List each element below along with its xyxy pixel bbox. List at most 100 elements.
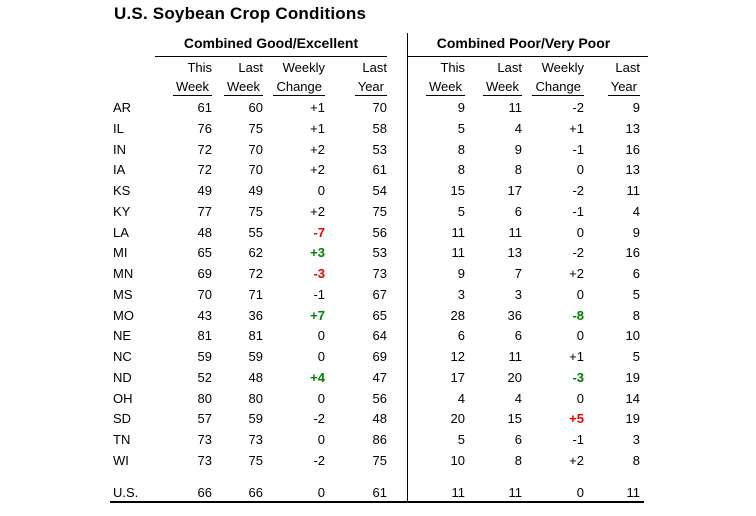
ge-weekly-change: +7	[310, 307, 325, 323]
ge-last-year: 67	[372, 286, 387, 302]
pv-this-week: 11	[451, 484, 466, 500]
good-excellent-header-rule	[155, 56, 387, 57]
ge-last-week: 73	[248, 432, 263, 447]
ge-this-week: 61	[197, 100, 212, 115]
pv-last-year: 5	[632, 286, 640, 302]
row-state-label: U.S.	[113, 484, 139, 500]
ge-last-year: 61	[372, 162, 387, 178]
column-gap	[387, 484, 407, 502]
ge-last-week: 60	[248, 100, 263, 115]
row-state-label: WI	[113, 452, 129, 468]
pv-this-week: 28	[450, 307, 465, 323]
row-state-label: SD	[113, 411, 132, 427]
pv-header-last2: Last	[615, 60, 640, 75]
ge-last-year: 86	[372, 432, 387, 447]
pv-last-year: 3	[632, 432, 640, 447]
pv-this-week: 17	[450, 369, 465, 385]
column-header-row-2: Week Week Change Year Week Week Change Y…	[110, 78, 648, 98]
pv-weekly-change: -1	[572, 141, 584, 157]
ge-weekly-change: +1	[310, 100, 325, 115]
ge-this-week: 59	[197, 349, 212, 364]
row-state-label: MI	[113, 245, 128, 261]
column-gap	[387, 430, 407, 451]
section-title-row: Combined Good/Excellent Combined Poor/Ve…	[110, 33, 648, 57]
ge-last-week: 49	[248, 183, 263, 198]
column-gap	[387, 285, 407, 306]
pv-this-week: 9	[457, 100, 465, 115]
pv-weekly-change: -1	[572, 432, 584, 447]
pv-weekly-change: 0	[576, 224, 584, 240]
pv-last-year: 9	[632, 224, 640, 240]
column-header-row-1: This Last Weekly Last This Last Weekly L…	[110, 57, 648, 78]
pv-last-year: 9	[632, 100, 640, 115]
pv-this-week: 5	[457, 203, 465, 219]
pv-last-week: 3	[514, 286, 522, 302]
ge-weekly-change: -1	[313, 286, 325, 302]
ge-header-last: Last	[238, 60, 263, 75]
pv-this-week: 8	[457, 141, 465, 157]
table-row: KY 77 75 +2 75 5 6 -1 4	[110, 202, 648, 223]
ge-last-year: 73	[372, 266, 387, 281]
row-state-label: AR	[113, 100, 132, 115]
crop-conditions-table: Combined Good/Excellent Combined Poor/Ve…	[110, 33, 648, 505]
table-row: IA 72 70 +2 61 8 8 0 13	[110, 160, 648, 181]
section-title-poor-very-poor: Combined Poor/Very Poor	[436, 35, 611, 51]
ge-header-change: Change	[273, 78, 325, 96]
column-gap	[387, 243, 407, 264]
table-row: MS 70 71 -1 67 3 3 0 5	[110, 285, 648, 306]
table-row: KS 49 49 0 54 15 17 -2 11	[110, 181, 648, 202]
ge-this-week: 77	[197, 203, 212, 219]
ge-last-year: 70	[372, 100, 387, 115]
pv-last-week: 8	[514, 162, 522, 178]
ge-this-week: 73	[197, 432, 212, 447]
ge-this-week: 72	[197, 141, 212, 157]
pv-header-week2: Week	[483, 78, 522, 96]
pv-this-week: 5	[457, 120, 465, 136]
pv-last-week: 4	[514, 120, 522, 136]
pv-last-year: 5	[632, 349, 640, 364]
table-row: MO 43 36 +7 65 28 36 -8 8	[110, 306, 648, 327]
pv-weekly-change: -3	[572, 369, 584, 385]
pv-weekly-change: -2	[572, 183, 584, 198]
ge-header-year: Year	[354, 78, 387, 96]
row-state-label: OH	[113, 390, 133, 406]
row-state-label: NE	[113, 328, 132, 344]
state-column-spacer	[110, 33, 155, 57]
poor-very-poor-header-rule	[407, 56, 648, 57]
pv-this-week: 10	[450, 452, 465, 468]
ge-last-week: 70	[248, 162, 263, 178]
table-row: MI 65 62 +3 53 11 13 -2 16	[110, 243, 648, 264]
ge-header-weekly: Weekly	[282, 60, 325, 75]
pv-last-week: 20	[507, 369, 522, 385]
pv-last-week: 9	[514, 141, 522, 157]
pv-weekly-change: 0	[576, 484, 584, 500]
table-row: NC 59 59 0 69 12 11 +1 5	[110, 347, 648, 368]
ge-last-year: 53	[372, 245, 387, 261]
pv-last-year: 8	[632, 452, 640, 468]
pv-last-week: 6	[514, 432, 522, 447]
pv-weekly-change: -2	[572, 100, 584, 115]
column-gap	[387, 140, 407, 161]
ge-this-week: 72	[197, 162, 212, 178]
ge-last-year: 75	[372, 452, 387, 468]
pv-last-year: 19	[625, 369, 640, 385]
section-title-good-excellent: Combined Good/Excellent	[183, 35, 359, 51]
column-gap	[387, 181, 407, 202]
table-body: AR 61 60 +1 70 9 11 -2 9 IL 76 75 +1 58 5 4 +1 13 IN 72 70 +2…	[110, 98, 648, 502]
ge-last-year: 75	[372, 203, 387, 219]
pv-last-week: 13	[507, 245, 522, 261]
ge-last-week: 66	[248, 484, 263, 500]
row-state-label: IN	[113, 141, 126, 157]
column-gap	[387, 389, 407, 410]
ge-last-week: 59	[248, 349, 263, 364]
row-state-label: IA	[113, 162, 126, 178]
row-state-label: KY	[113, 203, 131, 219]
ge-last-year: 53	[372, 141, 387, 157]
column-gap	[387, 409, 407, 430]
pv-this-week: 12	[450, 349, 465, 364]
pv-this-week: 20	[450, 411, 465, 427]
pv-this-week: 11	[451, 245, 466, 261]
pv-last-year: 8	[632, 307, 640, 323]
ge-weekly-change: +4	[310, 369, 325, 385]
pv-last-week: 8	[514, 452, 522, 468]
